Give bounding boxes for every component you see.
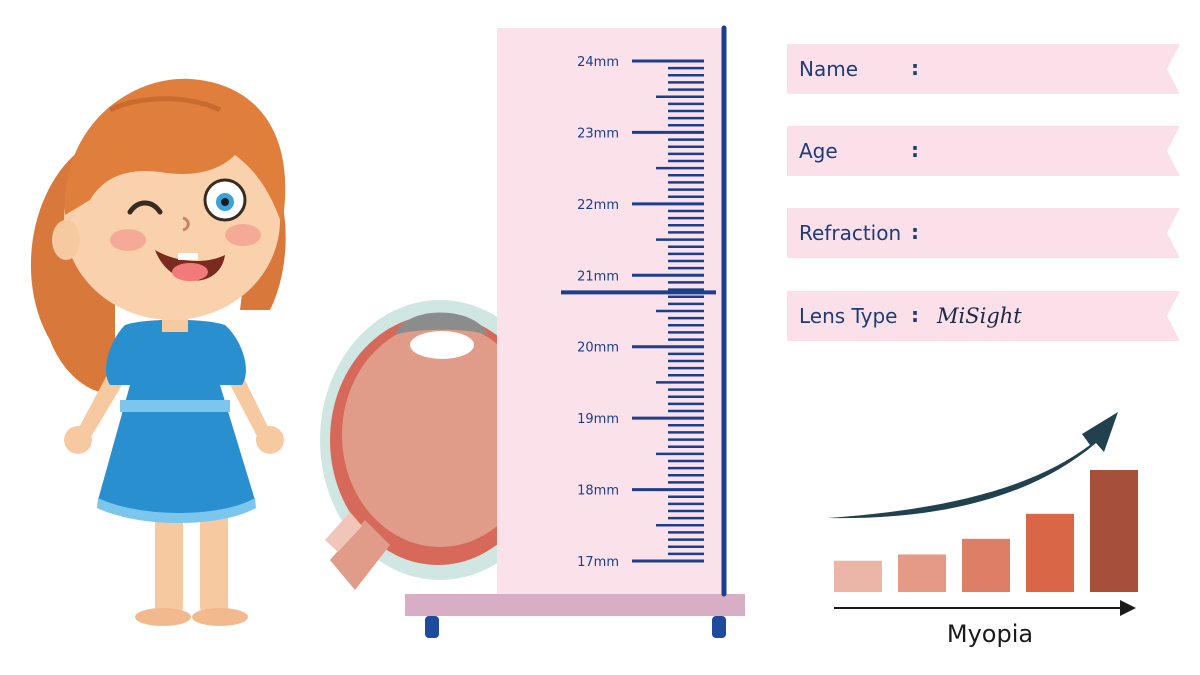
ruler-base	[405, 594, 745, 616]
cornea	[395, 312, 488, 335]
trend-arrow	[828, 412, 1118, 519]
ruler-tick-label: 23mm	[577, 126, 619, 141]
field-colon: :	[911, 303, 919, 327]
lens	[410, 331, 474, 359]
field-lens-type: Lens Type : MiSight	[787, 291, 1180, 341]
ruler-tick-label: 20mm	[577, 341, 619, 356]
dress	[98, 319, 255, 514]
hand-left	[64, 426, 92, 454]
field-label-lens-type: Lens Type	[799, 304, 898, 328]
nose	[182, 216, 190, 232]
ruler-ticks	[632, 59, 704, 563]
field-label-age: Age	[799, 139, 838, 163]
field-label-name: Name	[799, 57, 859, 81]
eye-pupil	[221, 198, 229, 206]
dress-hem	[97, 498, 256, 523]
field-age: Age :	[787, 126, 1180, 176]
myopia-bar	[1090, 470, 1138, 592]
myopia-bar	[834, 560, 882, 592]
ribbon-shape	[787, 291, 1180, 341]
field-colon: :	[911, 220, 919, 244]
foot-left	[135, 608, 191, 626]
leg-left	[155, 505, 183, 615]
optic-nerve-light	[325, 512, 362, 552]
ribbon-shape	[787, 126, 1180, 176]
myopia-label: Myopia	[946, 620, 1034, 648]
eye-wink	[127, 200, 163, 215]
foot-right	[192, 608, 248, 626]
ruler-tick-label: 24mm	[577, 55, 619, 70]
bars	[834, 470, 1138, 592]
ruler-tick-label: 19mm	[577, 412, 619, 427]
ruler-foot-right	[712, 616, 726, 638]
tongue	[172, 263, 208, 281]
field-value-lens-type[interactable]: MiSight	[937, 304, 1022, 328]
x-axis-arrow-head	[1120, 600, 1136, 616]
ruler-tick-label: 17mm	[577, 555, 619, 570]
myopia-bar	[1026, 513, 1074, 592]
eyeball-interior	[342, 323, 538, 547]
optic-nerve	[330, 520, 390, 590]
leg-right	[200, 505, 228, 615]
girl-illustration	[30, 78, 286, 626]
hair-front	[64, 78, 286, 225]
field-name: Name :	[787, 44, 1180, 94]
tooth	[178, 253, 198, 260]
cheek-right	[225, 224, 261, 246]
ruler-tick-label: 18mm	[577, 484, 619, 499]
ear-left	[52, 220, 80, 260]
ruler-tick-label: 21mm	[577, 269, 619, 284]
myopia-bar	[962, 538, 1010, 592]
dress-belt	[120, 400, 230, 412]
ruler-foot-left	[425, 616, 439, 638]
field-colon: :	[911, 56, 919, 80]
ribbon-shape	[787, 208, 1180, 258]
myopia-progression-chart	[828, 412, 1138, 616]
ruler-labels: 24mm 23mm 22mm 21mm 20mm 19mm 18mm 17mm	[577, 55, 619, 570]
myopia-bar	[898, 554, 946, 592]
ruler-tick-label: 22mm	[577, 198, 619, 213]
field-label-refraction: Refraction	[799, 221, 902, 245]
ribbon-shape	[787, 44, 1180, 94]
hand-right	[256, 426, 284, 454]
field-refraction: Refraction :	[787, 208, 1180, 258]
cheek-left	[110, 229, 146, 251]
hair-strand	[108, 96, 222, 113]
field-colon: :	[911, 138, 919, 162]
